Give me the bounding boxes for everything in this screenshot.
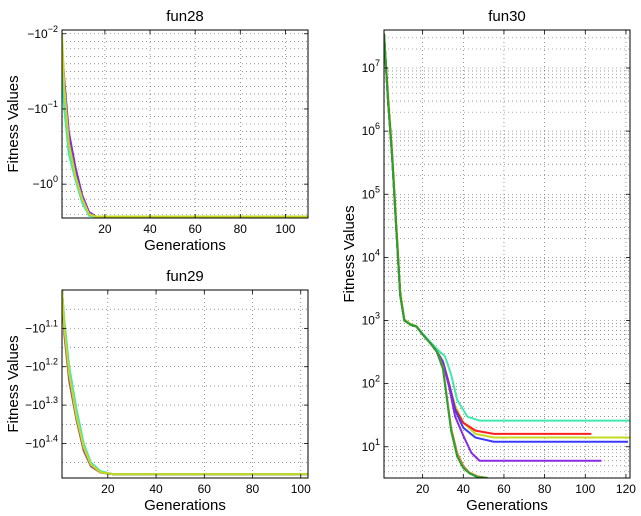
y-axis-label: Fitness Values bbox=[5, 75, 22, 172]
y-tick-label: 103 bbox=[362, 311, 380, 328]
series-line bbox=[62, 290, 308, 476]
x-tick-label: 20 bbox=[416, 482, 430, 496]
chart-panel-fun29: 20 40 60 80 100 −101.1 −101.2 −101.3 −101.4 fun29… bbox=[5, 268, 311, 514]
series-line bbox=[62, 290, 308, 476]
x-axis-label: Generations bbox=[466, 497, 548, 514]
series-group bbox=[384, 33, 630, 478]
grid bbox=[62, 289, 308, 478]
series-line bbox=[62, 290, 308, 476]
y-tick-label: −100 bbox=[33, 174, 58, 191]
chart-title: fun30 bbox=[488, 8, 526, 25]
axes-frame bbox=[383, 29, 631, 479]
series-line bbox=[384, 33, 628, 443]
series-line bbox=[62, 290, 308, 476]
x-axis-label: Generations bbox=[144, 237, 226, 254]
x-tick-label: 60 bbox=[188, 222, 202, 236]
series-line bbox=[62, 71, 308, 218]
x-tick-label: 40 bbox=[457, 482, 471, 496]
y-tick-label: 105 bbox=[362, 184, 380, 201]
x-tick-label: 60 bbox=[497, 482, 511, 496]
series-line bbox=[62, 33, 308, 218]
series-line bbox=[384, 33, 602, 462]
y-tick-label: 104 bbox=[362, 247, 380, 264]
series-line bbox=[62, 41, 308, 218]
y-tick-label: −101.1 bbox=[25, 318, 58, 335]
x-tick-label: 80 bbox=[538, 482, 552, 496]
x-tick-label: 80 bbox=[246, 482, 260, 496]
axes-frame bbox=[61, 289, 309, 479]
series-line bbox=[62, 48, 308, 218]
y-tick-label: 101 bbox=[362, 437, 380, 454]
x-tick-label: 20 bbox=[98, 222, 112, 236]
x-tick-label: 60 bbox=[198, 482, 212, 496]
chart-panel-fun30: 20 40 60 80 100 120 101 102 103 104 105 106 107 fun30… bbox=[341, 8, 636, 514]
grid bbox=[384, 29, 630, 478]
series-line bbox=[62, 63, 308, 218]
grid bbox=[62, 30, 308, 218]
x-tick-label: 20 bbox=[101, 482, 115, 496]
y-tick-label: 107 bbox=[362, 58, 380, 75]
y-tick-label: −101.2 bbox=[25, 357, 58, 374]
series-line bbox=[62, 290, 308, 476]
series-line bbox=[384, 33, 592, 435]
y-axis-label: Fitness Values bbox=[341, 205, 358, 302]
chart-title: fun29 bbox=[166, 268, 204, 285]
x-tick-label: 100 bbox=[275, 222, 295, 236]
y-tick-label: −101.4 bbox=[25, 433, 58, 450]
x-tick-label: 100 bbox=[291, 482, 311, 496]
series-line bbox=[62, 290, 308, 476]
y-tick-label: 106 bbox=[362, 121, 380, 138]
series-line bbox=[62, 44, 308, 218]
axes-frame bbox=[61, 29, 309, 219]
y-axis-label: Fitness Values bbox=[5, 335, 22, 432]
series-line bbox=[384, 33, 488, 478]
x-tick-label: 100 bbox=[575, 482, 595, 496]
chart-title: fun28 bbox=[166, 8, 204, 25]
series-line bbox=[384, 33, 630, 439]
x-tick-label: 80 bbox=[234, 222, 248, 236]
y-tick-label: 102 bbox=[362, 374, 380, 391]
y-tick-label: −101.3 bbox=[25, 395, 58, 412]
series-line bbox=[62, 56, 308, 218]
chart-panel-fun28: 20 40 60 80 100 −10−2 −10−1 −100 fun28 Generation… bbox=[5, 8, 309, 254]
series-line bbox=[384, 33, 488, 478]
x-tick-label: 120 bbox=[616, 482, 636, 496]
series-group bbox=[62, 33, 308, 218]
series-line bbox=[62, 290, 308, 476]
series-group bbox=[62, 290, 308, 476]
y-tick-label: −10−2 bbox=[27, 24, 58, 41]
x-tick-label: 40 bbox=[149, 482, 163, 496]
x-tick-label: 40 bbox=[143, 222, 157, 236]
x-axis-label: Generations bbox=[144, 497, 226, 514]
y-tick-label: −10−1 bbox=[27, 99, 58, 116]
